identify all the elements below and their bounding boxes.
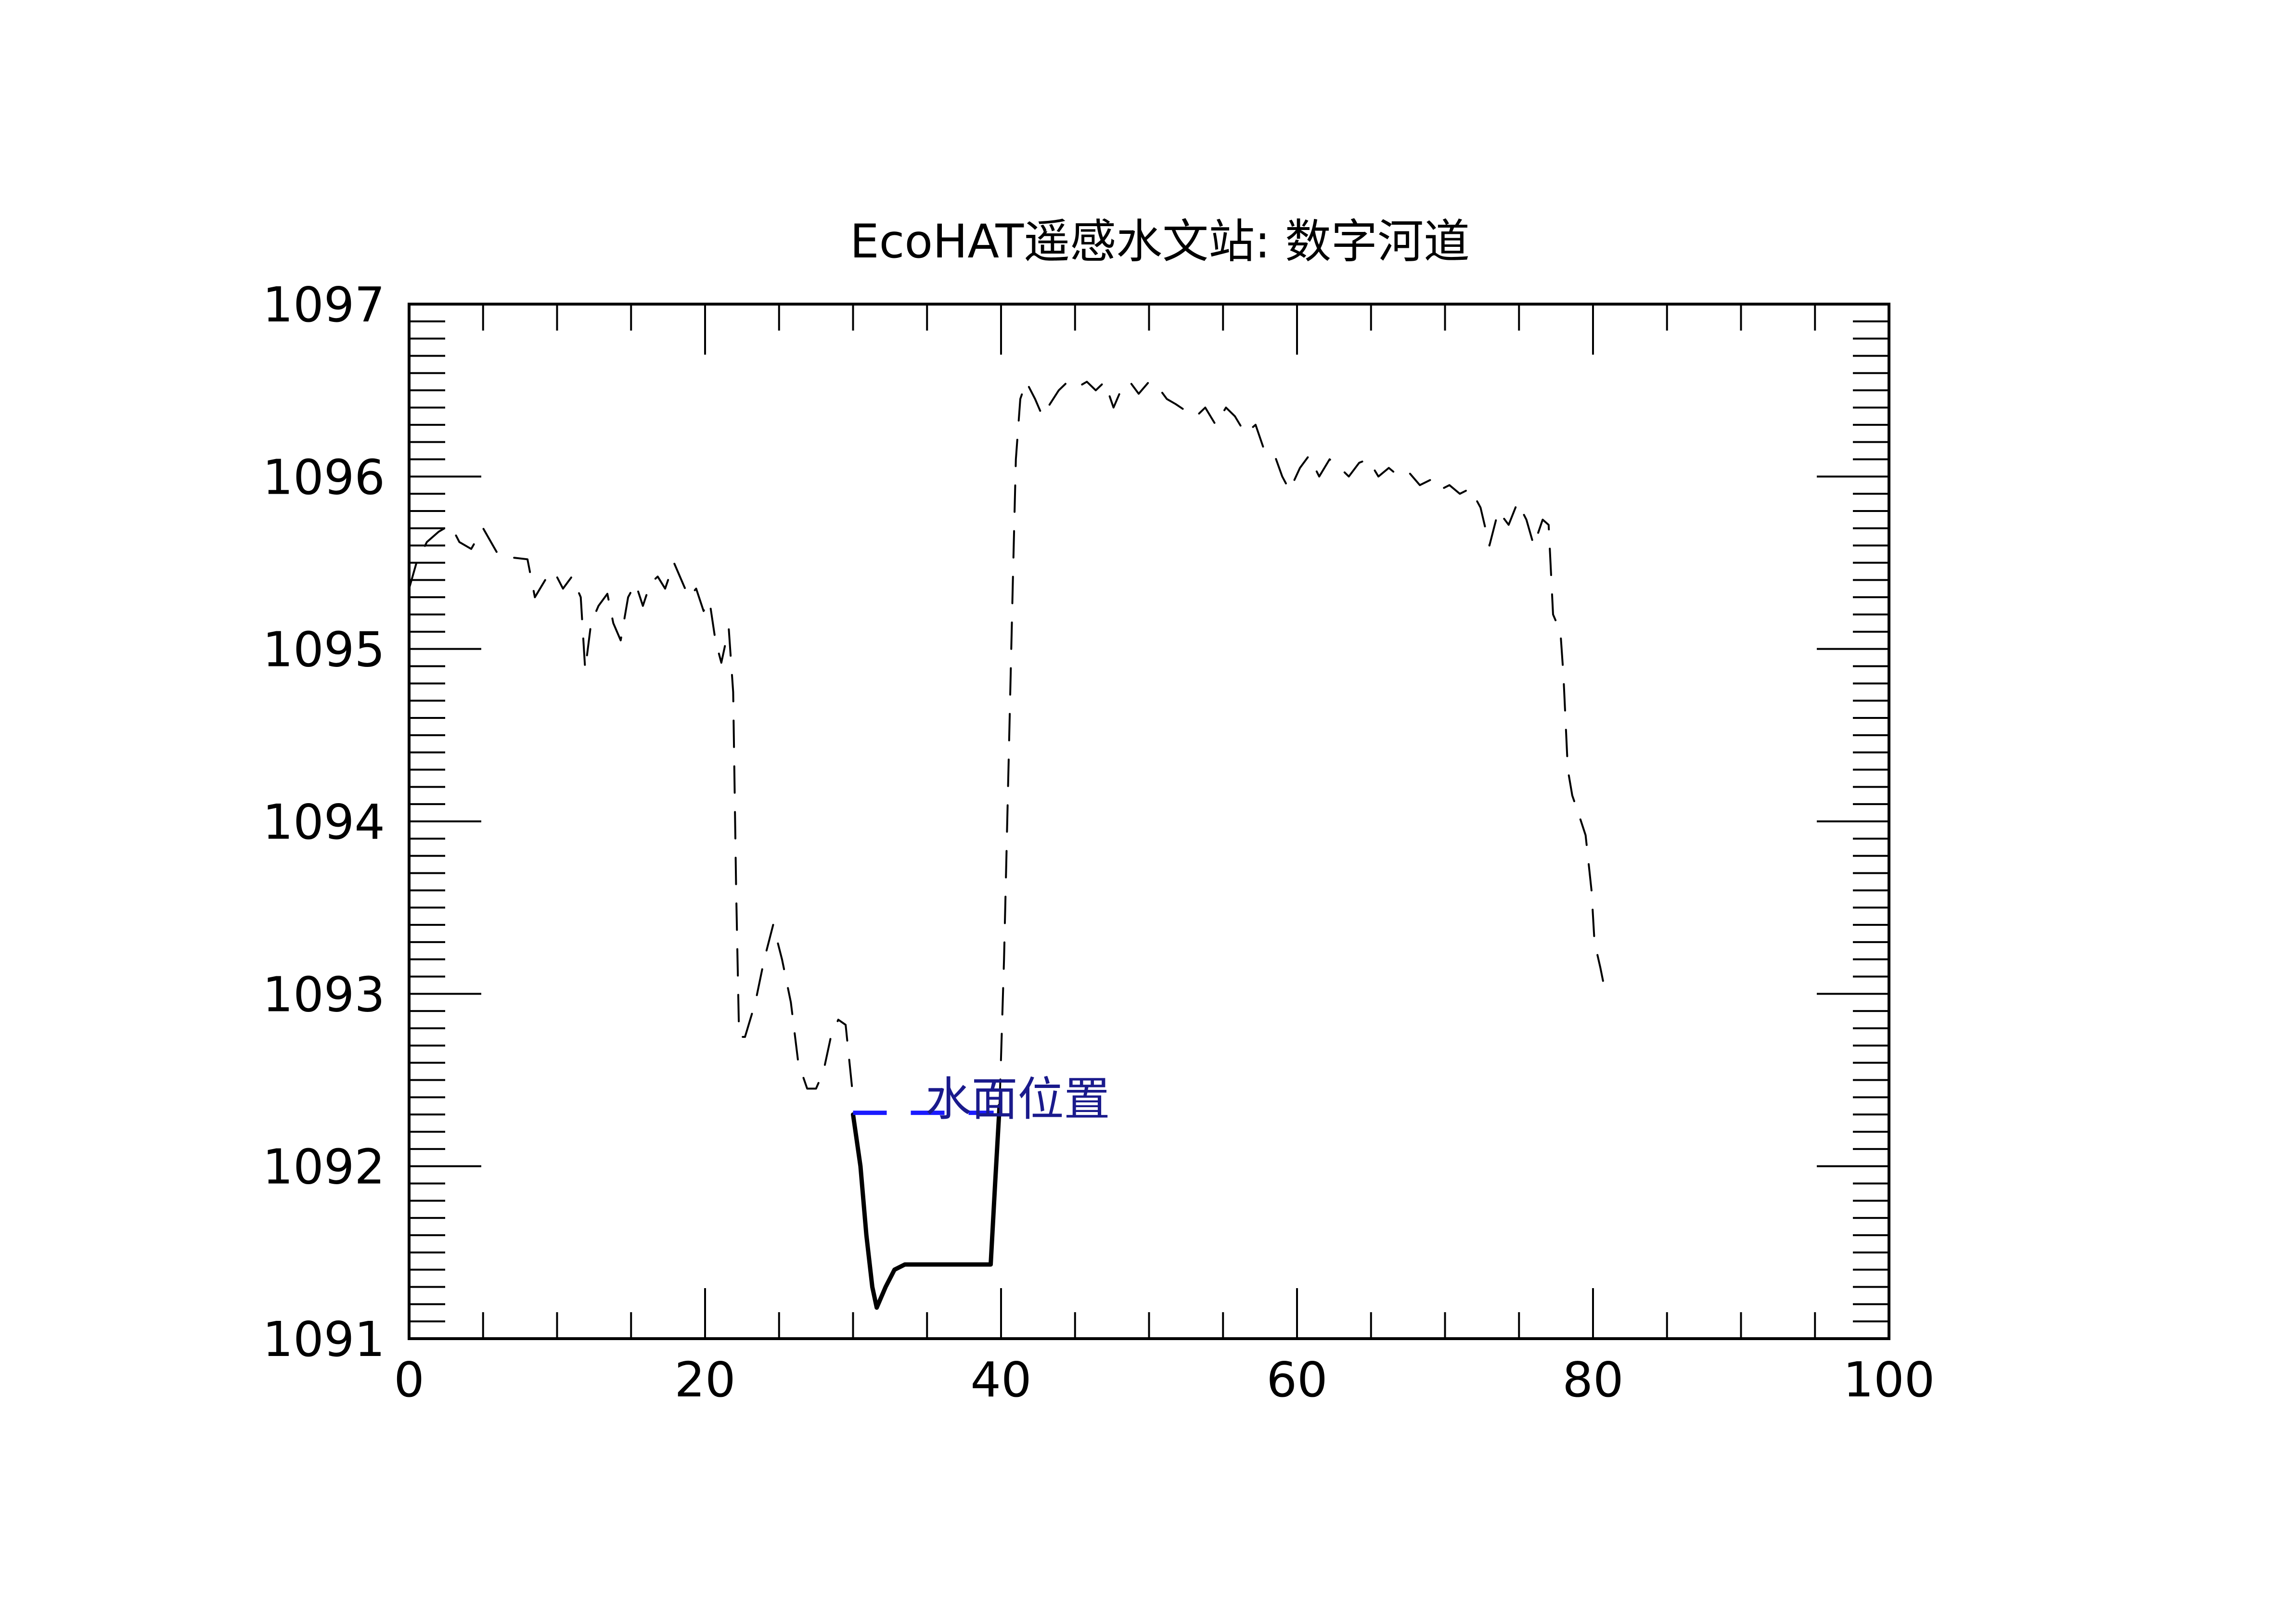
series-profile_solid <box>851 1103 1002 1310</box>
x-tick-labels: 0 20 40 60 80 100 <box>394 1352 1935 1408</box>
plot-area-border <box>408 303 1890 1340</box>
x-tick-label: 0 <box>394 1352 424 1408</box>
x-tick-label: 20 <box>674 1352 735 1408</box>
y-tick-label: 1091 <box>263 1311 385 1368</box>
y-tick-label: 1094 <box>263 794 385 850</box>
x-tick-label: 60 <box>1266 1352 1327 1408</box>
y-tick-label: 1095 <box>263 622 385 678</box>
series-profile_dashed_right <box>998 381 1607 1107</box>
plot-frame <box>408 303 1890 1340</box>
y-tick-labels: 1091 1092 1093 1094 1095 1096 1097 <box>263 277 385 1368</box>
major-ticks <box>408 303 1890 1340</box>
x-tick-label: 80 <box>1562 1352 1623 1408</box>
chart-title: EcoHAT遥感水文站: 数字河道 <box>850 215 1470 269</box>
x-tick-label: 40 <box>970 1352 1031 1408</box>
water-level-label: 水面位置 <box>925 1073 1110 1126</box>
series-profile_dashed <box>408 524 854 1099</box>
legend: 水面位置 <box>853 1073 1110 1126</box>
minor-ticks <box>409 304 1889 1339</box>
y-tick-label: 1093 <box>263 966 385 1023</box>
y-tick-label: 1096 <box>263 449 385 505</box>
series-layer <box>408 381 1607 1310</box>
y-tick-label: 1092 <box>263 1139 385 1195</box>
y-tick-label: 1097 <box>263 277 385 333</box>
x-tick-label: 100 <box>1843 1352 1935 1408</box>
